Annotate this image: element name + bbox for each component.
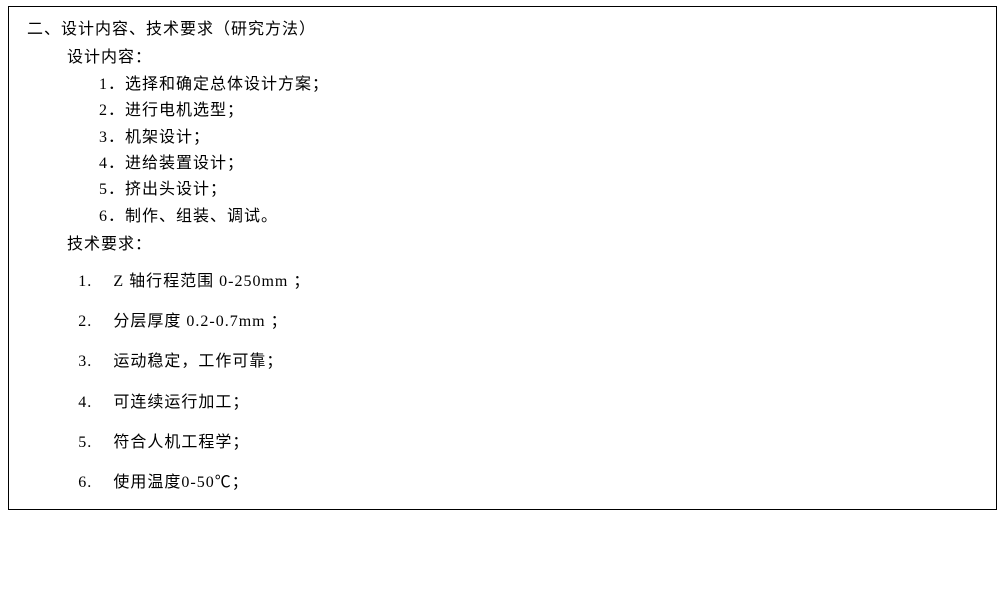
page-wrap: 二、设计内容、技术要求（研究方法） 设计内容： 1．选择和确定总体设计方案； 2… <box>0 0 1005 516</box>
item-text: 运动稳定，工作可靠； <box>113 353 283 370</box>
item-text: 机架设计； <box>125 129 210 146</box>
design-heading: 设计内容： <box>67 47 978 69</box>
item-number: 2. <box>78 311 113 333</box>
list-item: 6．制作、组装、调试。 <box>99 206 978 228</box>
item-text: 挤出头设计； <box>125 181 227 198</box>
list-item: 4.可连续运行加工； <box>78 392 978 414</box>
list-item: 4．进给装置设计； <box>99 153 978 175</box>
item-number: 3. <box>78 351 113 373</box>
item-number: 4． <box>99 153 125 175</box>
item-text: 制作、组装、调试。 <box>125 208 278 225</box>
item-number: 1． <box>99 74 125 96</box>
item-text: 进行电机选型； <box>125 102 244 119</box>
list-item: 5.符合人机工程学； <box>78 432 978 454</box>
item-number: 3． <box>99 127 125 149</box>
item-number: 6. <box>78 472 113 494</box>
item-number: 5. <box>78 432 113 454</box>
list-item: 2.分层厚度 0.2-0.7mm ； <box>78 311 978 333</box>
tech-heading: 技术要求： <box>67 234 978 256</box>
item-text: 进给装置设计； <box>125 155 244 172</box>
list-item: 2．进行电机选型； <box>99 100 978 122</box>
list-item: 1．选择和确定总体设计方案； <box>99 74 978 96</box>
list-item: 3.运动稳定，工作可靠； <box>78 351 978 373</box>
list-item: 6.使用温度0-50℃； <box>78 472 978 494</box>
list-item: 5．挤出头设计； <box>99 179 978 201</box>
item-number: 1. <box>78 271 113 293</box>
tech-item-list: 1.Z 轴行程范围 0-250mm ； 2.分层厚度 0.2-0.7mm ； 3… <box>78 271 978 495</box>
item-text: 选择和确定总体设计方案； <box>125 76 329 93</box>
item-text: 符合人机工程学； <box>113 434 249 451</box>
list-item: 1.Z 轴行程范围 0-250mm ； <box>78 271 978 293</box>
item-text: 分层厚度 0.2-0.7mm ； <box>113 313 287 330</box>
item-number: 2． <box>99 100 125 122</box>
item-text: 使用温度0-50℃； <box>113 474 248 491</box>
design-item-list: 1．选择和确定总体设计方案； 2．进行电机选型； 3．机架设计； 4．进给装置设… <box>99 74 978 228</box>
item-number: 4. <box>78 392 113 414</box>
content-box: 二、设计内容、技术要求（研究方法） 设计内容： 1．选择和确定总体设计方案； 2… <box>8 6 997 510</box>
section-title: 二、设计内容、技术要求（研究方法） <box>27 19 978 41</box>
item-number: 6． <box>99 206 125 228</box>
list-item: 3．机架设计； <box>99 127 978 149</box>
item-text: Z 轴行程范围 0-250mm ； <box>113 273 310 290</box>
item-text: 可连续运行加工； <box>113 394 249 411</box>
item-number: 5． <box>99 179 125 201</box>
